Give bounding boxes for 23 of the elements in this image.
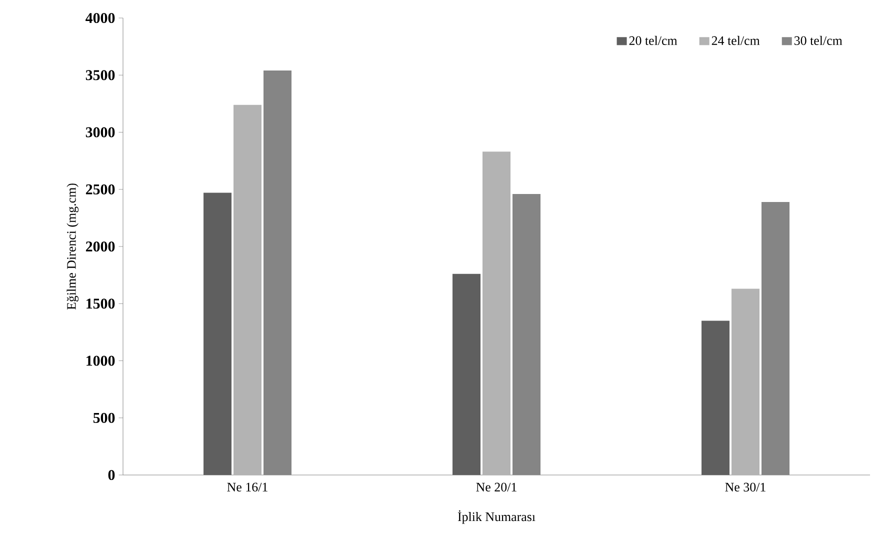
y-tick-label: 4000 [86,12,115,24]
y-tick-label: 1000 [86,356,115,366]
bar [762,202,790,475]
y-tick-label: 500 [93,412,115,423]
bar [263,70,292,475]
bar [512,194,540,475]
y-tick-label: 0 [108,470,115,480]
legend-label: 20 tel/cm [629,36,678,45]
x-tick-label: Ne 16/1 [227,482,268,492]
y-tick-label: 1500 [86,298,115,309]
y-tick-label: 3000 [86,127,115,138]
x-tick-label: Ne 20/1 [476,482,516,492]
bar [732,288,760,475]
x-tick-label: Ne 30/1 [725,482,766,492]
y-axis-title: Eğilme Direnci (mg.cm) [66,184,78,310]
y-tick-label: 3500 [86,70,115,80]
legend-label: 30 tel/cm [794,36,842,45]
y-tick-label: 2000 [86,241,115,252]
x-axis-title: İplik Numarası [458,510,536,524]
y-tick-label: 2500 [86,184,115,194]
bar [234,104,262,475]
bar [482,152,511,475]
legend-label: 24 tel/cm [712,36,760,45]
